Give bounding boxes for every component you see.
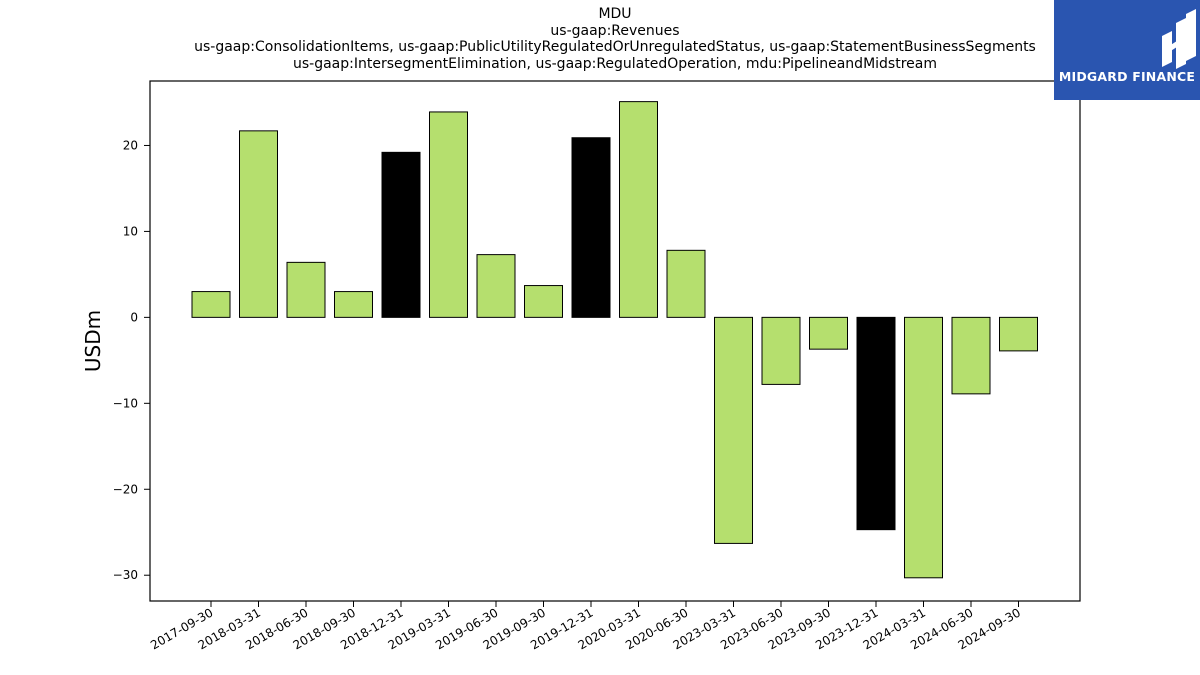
bars-group bbox=[191, 101, 1038, 579]
chart-title-members: us-gaap:IntersegmentElimination, us-gaap… bbox=[293, 55, 937, 72]
y-axis: −30 −20 −10 0 10 20 bbox=[113, 138, 150, 582]
bar bbox=[856, 316, 896, 531]
bar bbox=[286, 261, 326, 318]
chart-title-axes: us-gaap:ConsolidationItems, us-gaap:Publ… bbox=[194, 39, 1036, 55]
bar bbox=[334, 291, 373, 318]
bar bbox=[381, 151, 421, 318]
chart-title-concept: us-gaap:Revenues bbox=[550, 22, 680, 39]
plot-area-frame bbox=[149, 80, 1081, 602]
bar bbox=[714, 316, 753, 544]
bar bbox=[999, 316, 1038, 352]
bar bbox=[239, 130, 278, 318]
y-tick-label: 20 bbox=[123, 138, 138, 152]
bar bbox=[619, 101, 658, 318]
bar bbox=[761, 316, 801, 385]
y-tick-label: 0 bbox=[130, 310, 138, 324]
bar bbox=[524, 285, 563, 318]
bar bbox=[476, 254, 516, 318]
y-tick-label: −20 bbox=[113, 482, 138, 496]
bar bbox=[904, 316, 943, 579]
y-tick-label: −10 bbox=[113, 396, 138, 410]
bar bbox=[191, 291, 231, 318]
brand-logo: MIDGARD FINANCE bbox=[1054, 0, 1200, 100]
chart-title: MDU us-gaap:Revenues us-gaap:Consolidati… bbox=[0, 6, 1200, 72]
y-axis-label: USDm bbox=[81, 310, 105, 372]
bar bbox=[429, 111, 468, 318]
bar bbox=[666, 249, 706, 318]
logo-text: MIDGARD FINANCE bbox=[1058, 69, 1196, 84]
x-axis: 2017-09-302018-03-312018-06-302018-09-30… bbox=[148, 601, 1023, 652]
chart-title-ticker: MDU bbox=[598, 6, 632, 22]
bar bbox=[951, 316, 991, 395]
bar bbox=[809, 316, 848, 350]
bar bbox=[571, 137, 611, 318]
y-tick-label: 10 bbox=[123, 224, 138, 238]
logo-mark-icon bbox=[1162, 9, 1196, 69]
y-tick-label: −30 bbox=[113, 568, 138, 582]
